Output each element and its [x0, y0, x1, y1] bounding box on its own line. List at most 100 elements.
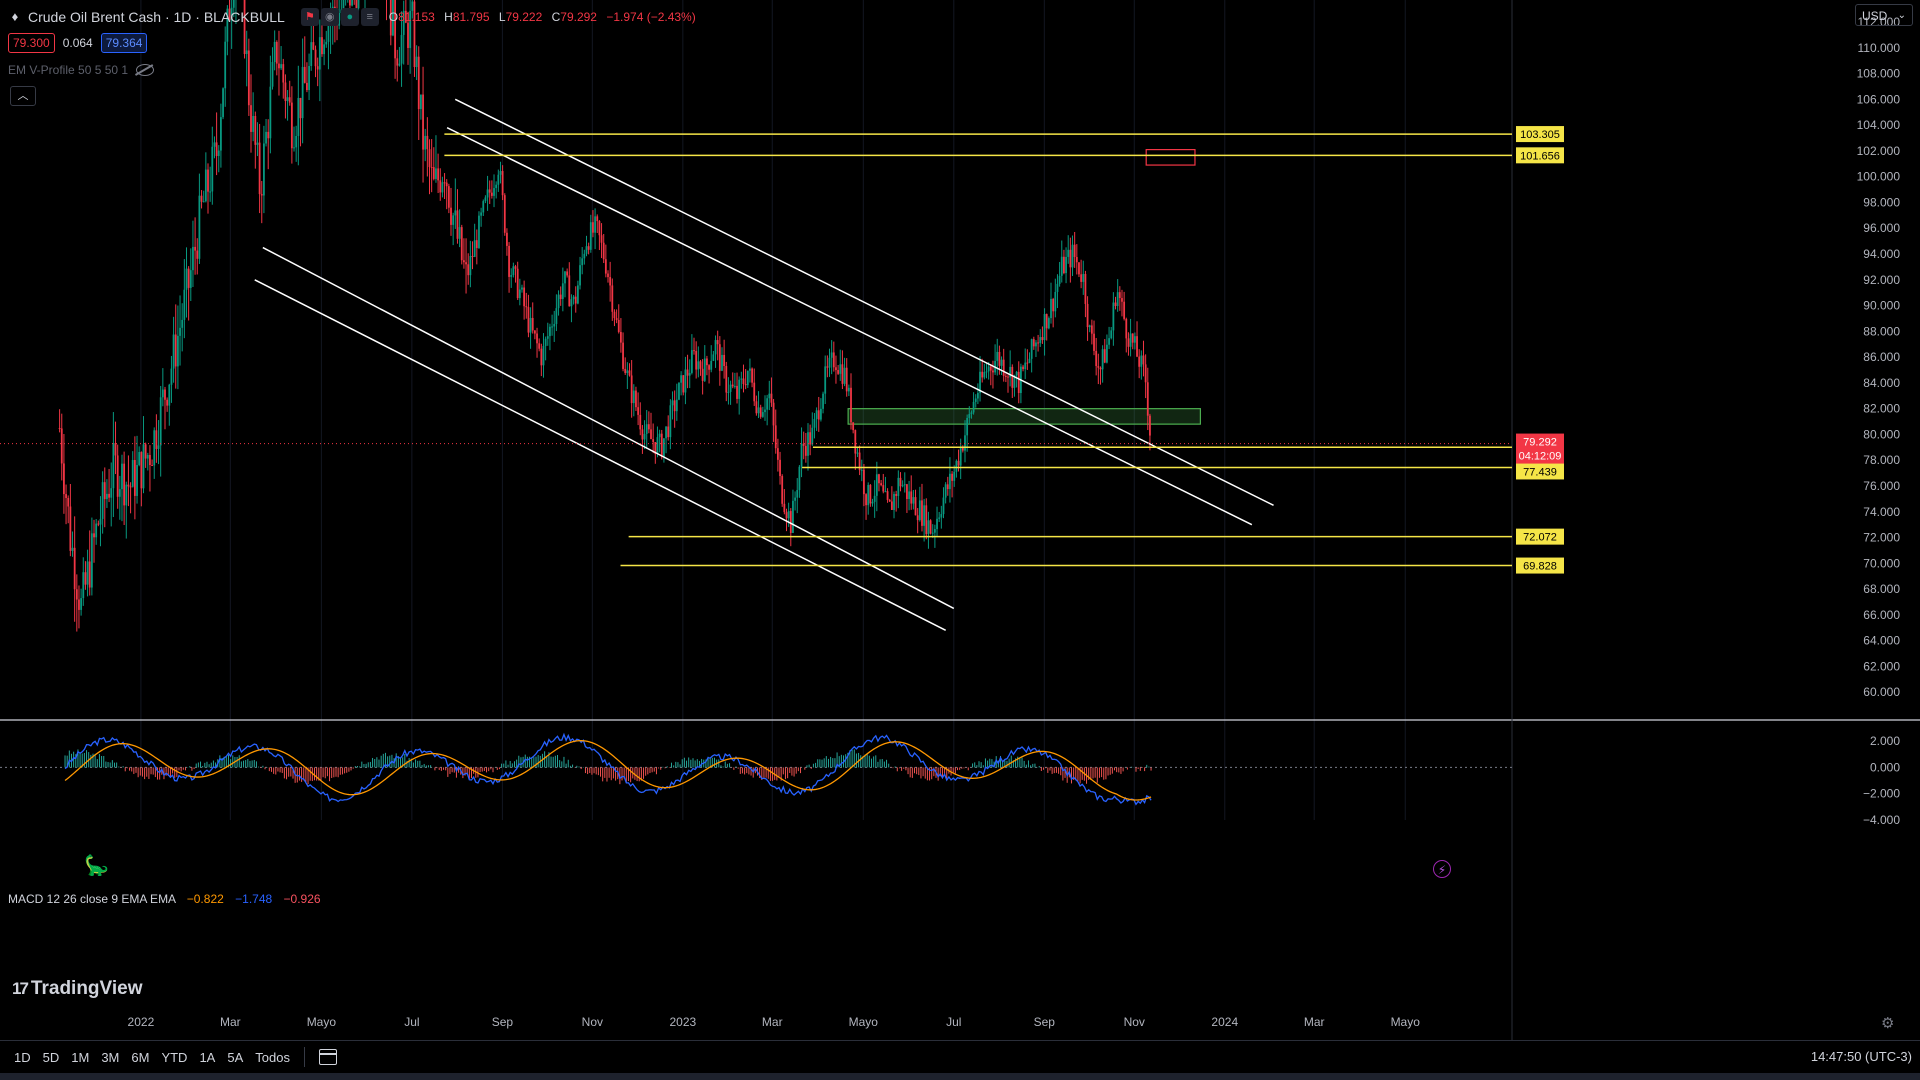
candle-body: [729, 384, 732, 392]
range-1a[interactable]: 1A: [199, 1049, 216, 1065]
clock-time[interactable]: 14:47:50 (UTC-3): [1810, 1049, 1912, 1064]
candle-body: [108, 493, 110, 498]
lightning-icon[interactable]: ⚡: [1433, 860, 1451, 878]
currency-select[interactable]: USD ⌄: [1855, 4, 1913, 26]
candle-body: [1037, 342, 1040, 344]
candle-body: [804, 445, 807, 456]
candle-body: [903, 484, 906, 486]
currency-value: USD: [1862, 9, 1888, 23]
candle-body: [338, 13, 341, 26]
eye-toggle-icon[interactable]: ◉: [320, 8, 339, 26]
candle-body: [533, 330, 536, 334]
candle-body: [465, 262, 467, 265]
symbol-title[interactable]: Crude Oil Brent Cash · 1D · BLACKBULL: [28, 9, 285, 25]
candle-body: [325, 41, 328, 45]
candle-body: [400, 34, 403, 64]
macd-legend[interactable]: MACD 12 26 close 9 EMA EMA −0.822 −1.748…: [8, 892, 321, 906]
candle-body: [946, 484, 949, 490]
range-6m[interactable]: 6M: [131, 1049, 150, 1065]
candle-body: [884, 491, 887, 493]
candle-body: [174, 334, 177, 367]
candle-body: [282, 64, 285, 83]
candle-body: [131, 459, 134, 487]
candle-body: [1069, 249, 1072, 268]
candle-body: [985, 371, 988, 373]
candle-body: [736, 385, 738, 399]
candle-body: [746, 370, 749, 386]
high-label: H: [444, 10, 453, 24]
range-ytd[interactable]: YTD: [161, 1049, 188, 1065]
channel-line: [262, 246, 955, 610]
candle-body: [854, 430, 857, 454]
candle-body: [86, 561, 89, 585]
range-1m[interactable]: 1M: [71, 1049, 90, 1065]
more-icon[interactable]: ≡: [360, 8, 379, 26]
candle-body: [321, 37, 323, 55]
status-dot-icon[interactable]: ●: [340, 8, 359, 26]
candle-body: [585, 246, 588, 254]
range-5a[interactable]: 5A: [227, 1049, 244, 1065]
candle-body: [764, 409, 766, 413]
sell-price-button[interactable]: 79.300: [8, 33, 55, 53]
candle-body: [1024, 362, 1027, 370]
hidden-eye-icon[interactable]: [136, 64, 155, 76]
candle-body: [1136, 336, 1138, 357]
price-tick: 96.000: [1863, 221, 1900, 235]
candle-body: [469, 255, 472, 276]
candle-body: [1080, 274, 1083, 282]
candle-body: [1138, 356, 1141, 367]
macd-tick: −4.000: [1863, 813, 1900, 827]
candle-body: [254, 115, 257, 145]
time-tick: Mar: [762, 1015, 783, 1029]
candle-body: [820, 408, 822, 420]
indicator-legend[interactable]: EM V-Profile 50 5 50 1: [8, 63, 155, 77]
time-axis[interactable]: 2022 Mar Mayo Jul Sep Nov 2023 Mar Mayo Jul Sep Nov…: [128, 1015, 1421, 1029]
channel-lines: [254, 98, 1274, 632]
demand-zone: [847, 408, 1201, 425]
range-3m[interactable]: 3M: [101, 1049, 120, 1065]
candle-body: [454, 210, 457, 216]
candle-body: [916, 515, 919, 521]
calendar-icon[interactable]: [318, 1049, 337, 1065]
candle-body: [701, 368, 704, 381]
candle-body: [1144, 364, 1147, 383]
tradingview-logo[interactable]: 17 TradingView: [12, 978, 143, 1000]
dino-icon[interactable]: 🦕: [84, 855, 109, 877]
candle-body: [475, 240, 478, 248]
candle-body: [1052, 298, 1055, 312]
buy-price-button[interactable]: 79.364: [100, 33, 148, 53]
chevron-up-icon: ︿: [17, 90, 29, 102]
candle-body: [686, 369, 689, 376]
price-axis-labels: 103.305101.65679.01177.43972.07269.82879…: [1516, 126, 1564, 574]
candle-body: [1127, 338, 1130, 347]
gear-icon[interactable]: ⚙: [1881, 1015, 1895, 1032]
candle-body: [665, 426, 667, 439]
candle-body: [127, 484, 130, 487]
candle-body: [357, 0, 360, 9]
candle-body: [792, 500, 794, 533]
candle-body: [503, 195, 506, 233]
range-1d[interactable]: 1D: [14, 1049, 31, 1065]
collapse-legend-button[interactable]: ︿: [10, 86, 36, 106]
candle-body: [615, 318, 618, 320]
candle-body: [976, 392, 979, 399]
candle-body: [499, 171, 502, 175]
candle-body: [1073, 244, 1076, 258]
candle-body: [695, 351, 698, 370]
candle-body: [1123, 301, 1126, 319]
price-axis[interactable]: 60.000 62.000 64.000 66.000 68.000 70.000 72.0…: [1857, 15, 1901, 827]
candle-body: [800, 443, 803, 467]
candle-body: [149, 455, 151, 466]
toolbar-divider: [303, 1047, 305, 1067]
range-todos[interactable]: Todos: [255, 1049, 290, 1065]
candle-body: [574, 296, 577, 304]
level-label: 69.828: [1523, 561, 1557, 573]
candle-body: [596, 216, 599, 222]
price-chart[interactable]: 60.000 62.000 64.000 66.000 68.000 70.000 72.0…: [0, 0, 1920, 1040]
range-5d[interactable]: 5D: [42, 1049, 60, 1065]
candle-body: [153, 430, 156, 466]
candle-body: [895, 494, 898, 496]
flag-icon[interactable]: ⚑: [300, 8, 319, 26]
price-tick: 72.000: [1863, 531, 1900, 545]
candle-body: [420, 94, 422, 110]
